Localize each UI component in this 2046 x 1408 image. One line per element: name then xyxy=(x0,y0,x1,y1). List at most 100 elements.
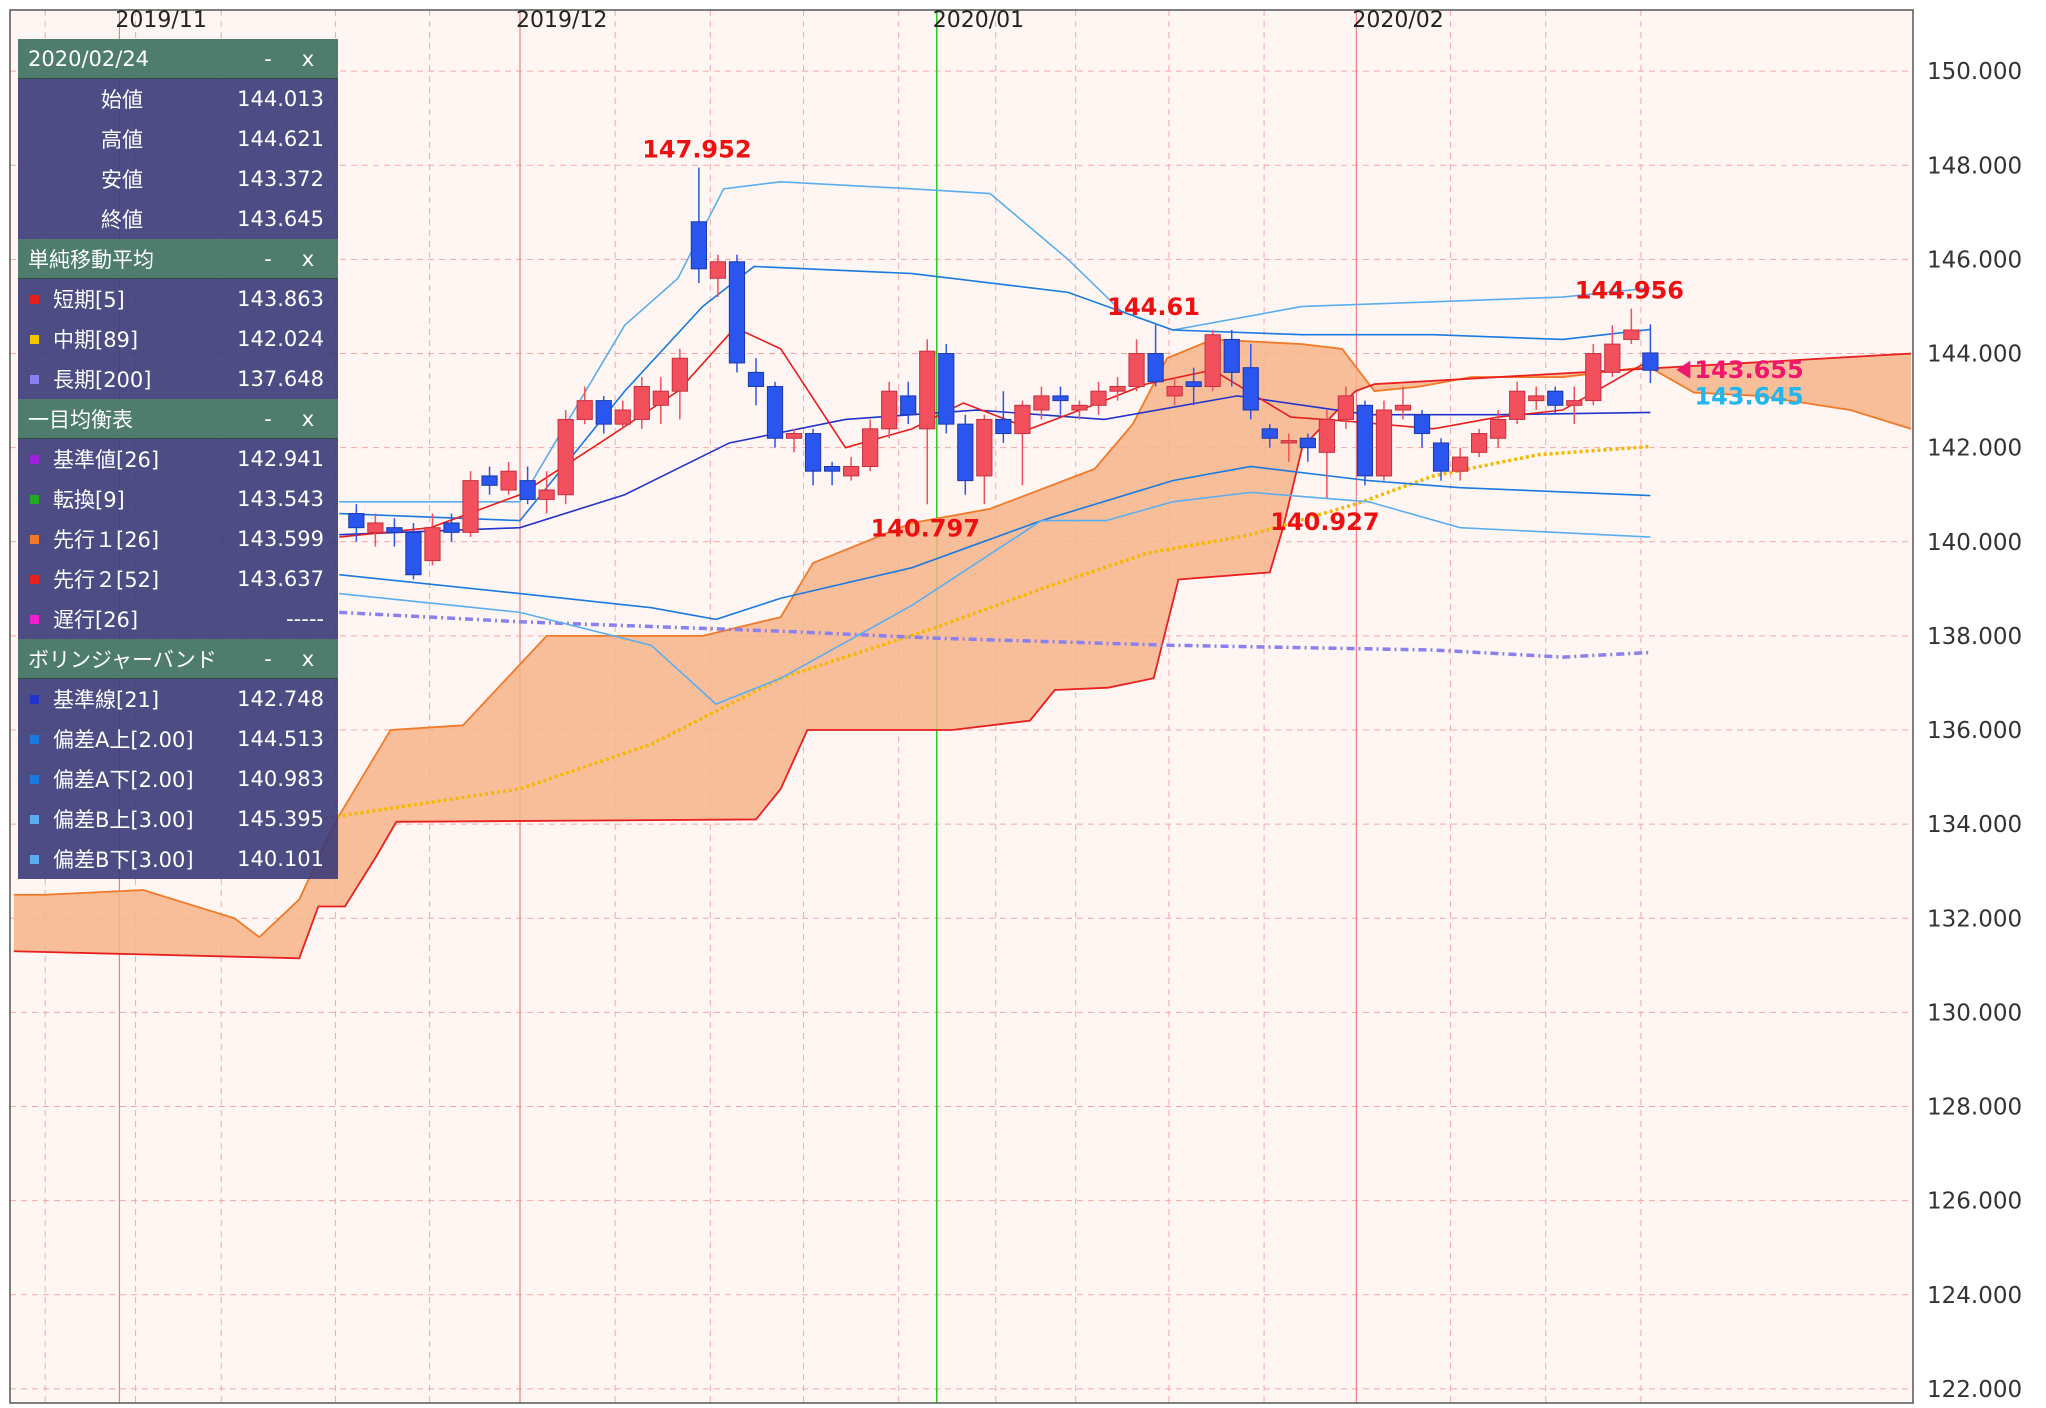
minimize-button[interactable]: - xyxy=(264,246,272,271)
legend-swatch xyxy=(30,814,39,824)
candle-body xyxy=(652,390,669,406)
row-value: 142.941 xyxy=(237,447,324,471)
y-tick-label: 132.000 xyxy=(1927,906,2022,932)
price-label: 143.645 xyxy=(1694,382,1803,410)
candle-body xyxy=(823,465,841,472)
minimize-button[interactable]: - xyxy=(264,406,272,431)
plot-area xyxy=(10,10,1913,1403)
legend-swatch xyxy=(30,614,39,624)
close-button[interactable]: x xyxy=(301,646,315,671)
y-tick-label: 144.000 xyxy=(1927,342,2022,368)
panel-header: 単純移動平均 - x xyxy=(18,239,338,279)
panel-title: 一目均衡表 xyxy=(28,407,133,432)
peak-label: 140.797 xyxy=(871,514,980,542)
panel-row: 基準値[26] 142.941 xyxy=(18,439,338,479)
candle-body xyxy=(976,418,993,477)
candle-body xyxy=(995,418,1012,435)
row-label: 偏差B下[3.00] xyxy=(53,848,194,872)
minimize-button[interactable]: - xyxy=(264,46,272,71)
candle-body xyxy=(1166,385,1183,397)
panel-row: 偏差B下[3.00] 140.101 xyxy=(18,839,338,879)
peak-label: 147.952 xyxy=(642,136,751,164)
row-label: 遅行[26] xyxy=(53,608,139,632)
panel-header: 一目均衡表 - x xyxy=(18,399,338,439)
row-value: 140.101 xyxy=(237,847,324,871)
row-value: 144.621 xyxy=(237,127,324,151)
y-tick-label: 150.000 xyxy=(1927,59,2022,85)
x-tick-label: 2019/11 xyxy=(115,8,206,33)
row-value: 145.395 xyxy=(237,807,324,831)
row-value: 144.513 xyxy=(237,727,324,751)
candle-body xyxy=(1566,400,1583,406)
indicator-line xyxy=(339,395,1651,536)
candle-body xyxy=(348,513,365,529)
candle-body xyxy=(576,400,593,420)
row-label: 短期[5] xyxy=(53,288,125,312)
row-label: 基準線[21] xyxy=(53,688,160,712)
legend-swatch xyxy=(30,694,39,704)
candle-body xyxy=(1223,338,1240,373)
row-value: 143.863 xyxy=(237,287,324,311)
y-tick-label: 136.000 xyxy=(1927,718,2022,744)
candle-body xyxy=(1299,437,1316,449)
indicator-line xyxy=(300,444,1651,824)
peak-label: 144.61 xyxy=(1107,293,1200,321)
candle-body xyxy=(862,428,879,467)
legend-swatch xyxy=(30,854,39,864)
row-value: 143.645 xyxy=(237,207,324,231)
x-tick-label: 2019/12 xyxy=(516,8,607,33)
row-label: 高値 xyxy=(101,128,143,152)
panel-row: 偏差A上[2.00] 144.513 xyxy=(18,719,338,759)
x-tick-label: 2020/02 xyxy=(1352,8,1443,33)
indicator-line xyxy=(339,180,1651,503)
row-value: 144.013 xyxy=(237,87,324,111)
plot-frame xyxy=(9,9,1914,1404)
y-tick-label: 138.000 xyxy=(1927,624,2022,650)
row-label: 先行２[52] xyxy=(53,568,160,592)
candle-body xyxy=(633,385,650,420)
row-label: 終値 xyxy=(101,208,143,232)
panel-row: 遅行[26] ----- xyxy=(18,599,338,639)
candle-body xyxy=(1071,404,1088,411)
row-label: 長期[200] xyxy=(53,368,152,392)
candle-body xyxy=(1375,409,1393,477)
close-button[interactable]: x xyxy=(301,246,315,271)
candle-body xyxy=(481,475,498,486)
price-label: 143.655 xyxy=(1694,356,1803,384)
candle-body xyxy=(1109,385,1126,392)
candle-body xyxy=(671,357,688,392)
candle-body xyxy=(1185,381,1202,387)
candle-body xyxy=(1052,395,1069,402)
peak-label: 144.956 xyxy=(1575,277,1684,305)
candle-body xyxy=(424,527,441,562)
row-value: 143.637 xyxy=(237,567,324,591)
panel-row: 転換[9] 143.543 xyxy=(18,479,338,519)
panel-row: 短期[5] 143.863 xyxy=(18,279,338,319)
panel-row: 安値 143.372 xyxy=(18,159,338,199)
legend-swatch xyxy=(30,294,39,304)
row-value: 143.372 xyxy=(237,167,324,191)
candle-body xyxy=(519,480,536,500)
candle-body xyxy=(747,371,765,387)
candle-body xyxy=(614,409,631,425)
y-tick-label: 140.000 xyxy=(1927,530,2022,556)
panel-title: 2020/02/24 xyxy=(28,46,150,71)
panel-title: ボリンジャーバンド xyxy=(28,647,217,672)
row-label: 偏差B上[3.00] xyxy=(53,808,194,832)
legend-swatch xyxy=(30,334,39,344)
candle-body xyxy=(1090,390,1107,406)
candle-body xyxy=(1242,367,1259,411)
candle-body xyxy=(1547,390,1564,406)
row-label: 転換[9] xyxy=(53,488,125,512)
y-tick-label: 126.000 xyxy=(1927,1189,2022,1215)
candle-body xyxy=(1585,353,1602,402)
y-tick-label: 124.000 xyxy=(1927,1283,2022,1309)
minimize-button[interactable]: - xyxy=(264,646,272,671)
legend-swatch xyxy=(30,454,39,464)
panel-row: 終値 143.645 xyxy=(18,199,338,239)
candle-body xyxy=(919,350,936,430)
close-button[interactable]: x xyxy=(301,46,315,71)
close-button[interactable]: x xyxy=(301,406,315,431)
candle-body xyxy=(938,353,955,425)
